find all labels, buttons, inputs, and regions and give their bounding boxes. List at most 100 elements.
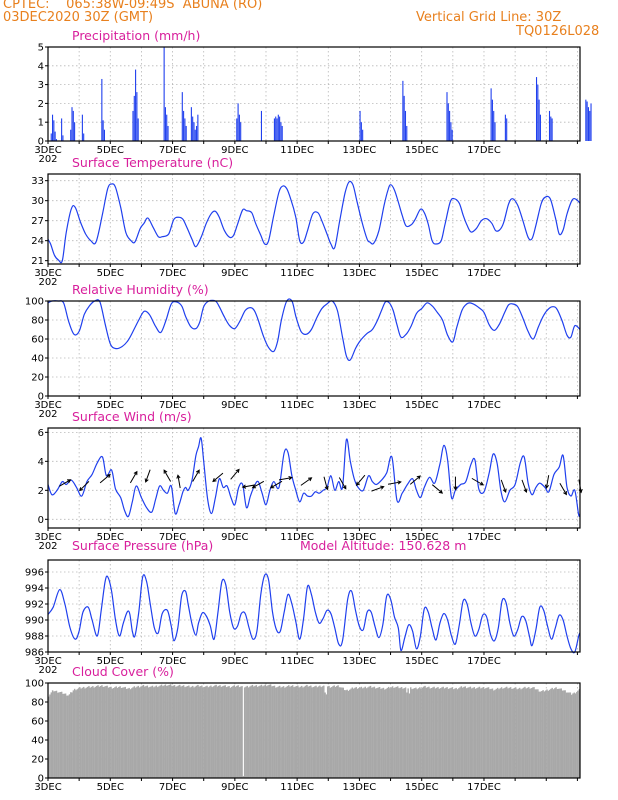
cloud-bar (106, 685, 108, 778)
cloud-bar (163, 685, 165, 778)
precip-bar (62, 135, 64, 141)
cloud-bar (424, 685, 426, 778)
cloud-bar (278, 685, 281, 778)
press-xtick-label: 15DEC (405, 656, 439, 667)
cloud-bar (312, 686, 315, 778)
cloud-bar (224, 685, 226, 778)
temp-ytick-label: 24 (31, 236, 44, 247)
wind-direction-arrow (212, 472, 224, 483)
cloud-bar (485, 688, 487, 778)
precip-xtick-label: 13DEC (343, 145, 377, 156)
cloud-bar (131, 688, 133, 778)
cloud-bar (68, 694, 71, 778)
cloud-bar (432, 687, 434, 778)
cloud-bar (67, 695, 69, 778)
cloud-bar (64, 693, 67, 778)
wind-direction-arrow (338, 477, 347, 490)
cloud-bar (533, 687, 535, 778)
cloud-bar (97, 685, 99, 778)
cloud-bar (512, 688, 514, 778)
precip-xtick-label: 9DEC (221, 145, 248, 156)
cloud-bar (77, 688, 80, 778)
cloud-bar (249, 686, 251, 778)
cloud-bar (251, 684, 254, 778)
cloud-bar (217, 685, 220, 778)
cloud-bar (489, 689, 491, 778)
precip-panel: 0 1 2 3 4 5 3DEC 5DEC 7DEC 9DEC 11DEC 13DEC 15DEC 17D… (34, 28, 592, 165)
cloud-bar (412, 688, 415, 778)
wind-ytick-label: 2 (38, 486, 44, 497)
press-year-fragment: 202 (38, 665, 57, 676)
cloud-bar (389, 688, 391, 778)
cloud-bar (503, 688, 505, 778)
cloud-bar (332, 686, 334, 778)
precip-bar (183, 110, 185, 141)
cloud-bar (325, 694, 328, 778)
cloud-bar (509, 687, 512, 778)
cloud-bar (450, 687, 452, 778)
cloud-bar (380, 688, 382, 778)
cloud-bar (199, 686, 202, 778)
wind-direction-arrow (278, 476, 293, 481)
cloud-bar (58, 692, 60, 778)
cloud-bar (316, 687, 319, 778)
cloud-bar (150, 686, 152, 778)
cloud-bar (201, 685, 203, 778)
cloud-bar (265, 686, 268, 778)
cloud-bar (478, 686, 481, 778)
precip-bar (493, 110, 495, 141)
cloud-bar (256, 686, 259, 778)
precip-bar (71, 107, 73, 141)
wind-xtick-label: 5DEC (97, 532, 124, 543)
cloud-bar (276, 687, 278, 778)
press-series-line (47, 573, 581, 654)
precip-bar (103, 129, 105, 141)
cloud-bar (490, 688, 492, 778)
cloud-bar (438, 688, 441, 778)
cloud-bar (336, 686, 338, 778)
wind-direction-arrow (544, 475, 550, 490)
cloud-bar (176, 686, 178, 778)
wind-direction-arrow (58, 479, 72, 487)
cloud-bar (233, 685, 235, 778)
precip-year-fragment: 202 (38, 154, 57, 165)
cloud-bar (166, 685, 168, 778)
cloud-bar (124, 686, 127, 778)
cloud-bar (529, 688, 531, 778)
cloud-bar (90, 686, 93, 778)
cloud-bar (212, 686, 215, 778)
cloud-bar (184, 687, 186, 778)
cloud-bar (404, 687, 407, 778)
cloud-bar (127, 688, 129, 778)
cloud-bar (253, 686, 255, 778)
cloud-bar (221, 686, 224, 778)
cloud-bar (269, 684, 272, 778)
cloud-bar (330, 687, 333, 778)
precip-bar (587, 107, 589, 141)
cloud-bar (564, 690, 566, 778)
wind-series-line (47, 437, 581, 518)
wind-direction-arrow (409, 475, 421, 485)
cloud-bar (538, 691, 540, 778)
rh-series-line (47, 298, 581, 361)
precip-bar (51, 114, 54, 141)
cloud-bar (188, 685, 190, 778)
precip-bar (537, 84, 539, 141)
cloud-bar (303, 686, 306, 778)
cloud-bar (260, 684, 263, 778)
cloud-bar (245, 686, 247, 778)
precip-bar (81, 114, 83, 141)
precip-bar (101, 78, 103, 141)
cloud-bar (573, 692, 575, 778)
precip-bar (102, 120, 104, 141)
precip-bar (132, 110, 134, 141)
cloud-bar (138, 687, 141, 778)
cloud-bar (352, 688, 355, 778)
cloud-bar (351, 687, 354, 778)
cloud-bar (215, 684, 217, 778)
cloud-bar (524, 686, 526, 778)
press-ytick-label: 996 (25, 568, 44, 579)
cloud-bar (473, 687, 476, 778)
precip-xtick-label: 17DEC (467, 145, 501, 156)
cloud-bar (182, 685, 185, 778)
